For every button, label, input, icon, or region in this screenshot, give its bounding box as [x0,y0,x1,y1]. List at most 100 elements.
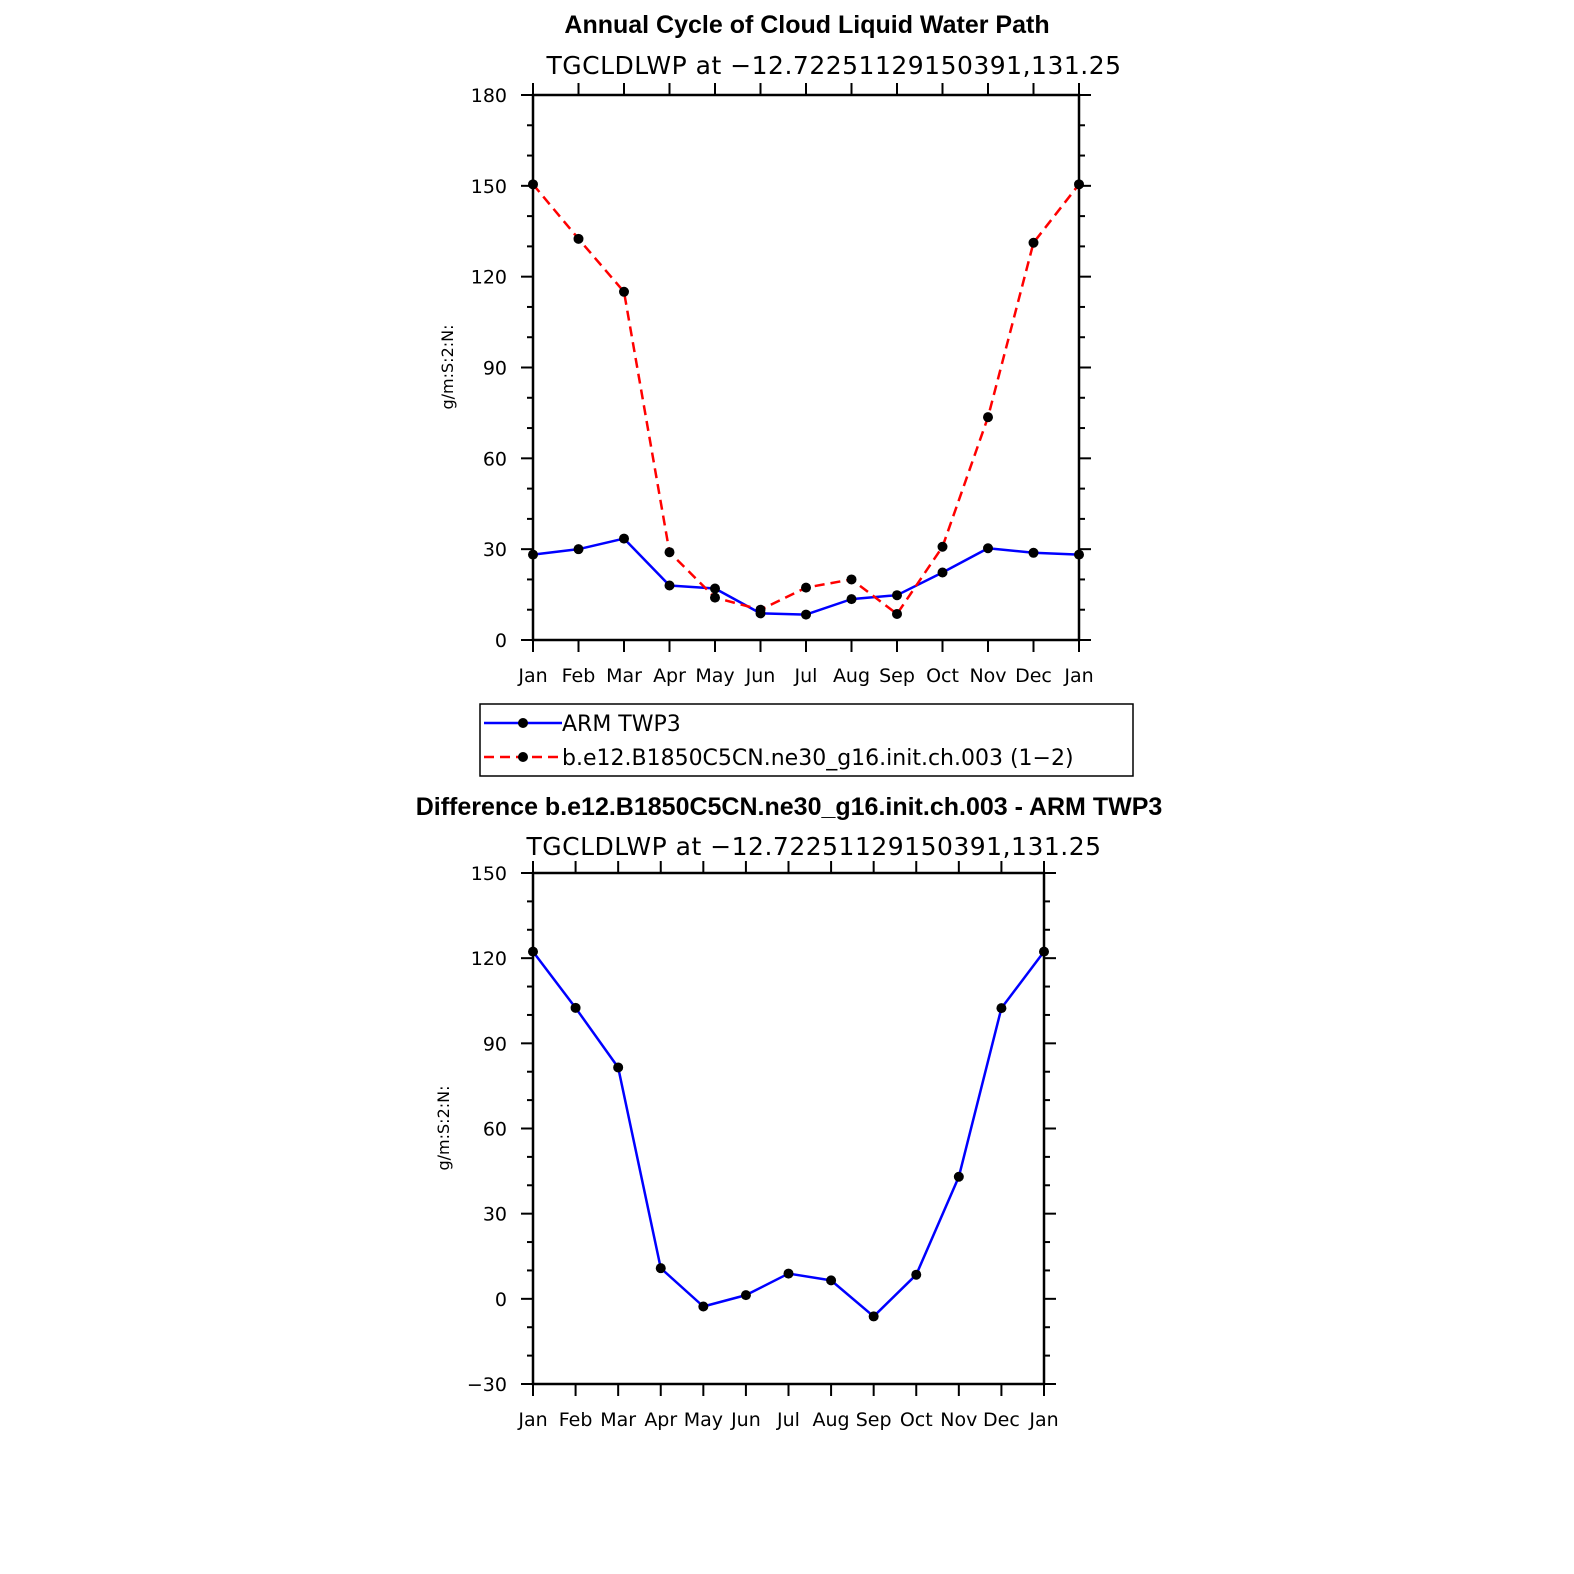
data-point [983,412,993,423]
data-point [573,233,584,244]
plot-frame [531,871,1046,1386]
y-tick-label: 0 [495,630,507,652]
chart-title: Annual Cycle of Cloud Liquid Water Path [564,11,1049,39]
x-tick-label: Mar [606,665,642,687]
data-point [710,592,720,603]
x-tick-label: Jan [1028,1409,1058,1431]
x-tick-label: Jul [794,665,818,687]
data-point [710,583,720,594]
data-point [826,1275,837,1286]
x-tick-label: Mar [600,1409,636,1431]
y-tick-label: 90 [483,1033,507,1055]
data-point [892,590,902,601]
x-tick-label: Sep [879,665,915,687]
y-tick-label: 120 [471,267,507,289]
data-point [755,604,766,615]
chart-subtitle: TGCLDLWP at −12.72251129150391,131.25 [525,832,1101,861]
x-tick-label: Sep [856,1409,892,1431]
data-point [1028,547,1039,558]
data-point [619,533,629,544]
data-point [846,594,857,605]
series-group [528,179,1084,620]
x-tick-label: Jan [1063,665,1093,687]
data-point [613,1062,624,1073]
x-tick-label: Oct [900,1409,933,1431]
series-line-0 [532,537,1080,616]
data-point [528,946,538,957]
y-axis-label: g/m:S:2:N: [434,1086,453,1171]
data-point [996,1003,1007,1014]
data-point [1028,237,1039,248]
y-tick-label: −30 [467,1374,507,1396]
data-point [892,608,902,619]
difference-chart: Difference b.e12.B1850C5CN.ne30_g16.init… [416,793,1163,1431]
y-tick-label: 150 [471,863,507,885]
data-point [740,1290,751,1301]
legend-box [479,703,1134,777]
chart-title: Difference b.e12.B1850C5CN.ne30_g16.init… [416,793,1163,821]
y-tick-label: 90 [483,358,507,380]
data-point [868,1311,879,1322]
legend-label-arm: ARM TWP3 [562,712,681,737]
x-tick-label: Nov [940,1409,977,1431]
series-line-0 [532,950,1045,1318]
x-tick-label: Feb [559,1409,593,1431]
data-point [655,1263,666,1274]
data-point [664,580,675,591]
data-point [1074,549,1084,560]
data-point [983,543,993,554]
data-point [846,574,857,585]
x-tick-label: Jun [745,665,776,687]
data-point [953,1171,964,1182]
data-point [528,549,538,560]
axes: 0 30 60 90 120 150 180 Jan Feb Mar Apr May Jun Jul Aug… [471,83,1094,687]
y-tick-label: 60 [483,448,507,470]
y-tick-label: 30 [483,539,507,561]
y-tick-label: 150 [471,176,507,198]
data-point [664,547,675,558]
x-tick-label: Nov [969,665,1006,687]
data-point [698,1301,709,1312]
legend-marker-arm [518,718,528,728]
legend-label-model: b.e12.B1850C5CN.ne30_g16.init.ch.003 (1−… [562,746,1074,771]
y-tick-label: 0 [495,1289,507,1311]
data-point [783,1268,794,1279]
data-point [528,179,538,190]
x-tick-label: May [695,665,734,687]
x-tick-label: Jan [517,665,547,687]
x-tick-label: Aug [833,665,870,687]
data-point [573,544,584,555]
x-tick-label: Apr [653,665,686,687]
x-tick-label: Aug [813,1409,850,1431]
data-point [801,582,811,593]
data-point [937,567,948,578]
data-point [801,609,811,620]
y-tick-label: 120 [471,948,507,970]
y-tick-label: 30 [483,1204,507,1226]
x-tick-label: May [684,1409,723,1431]
y-tick-label: 180 [471,85,507,107]
data-point [911,1269,922,1280]
legend: ARM TWP3 b.e12.B1850C5CN.ne30_g16.init.c… [479,703,1134,777]
legend-marker-model [518,752,528,762]
data-point [1039,946,1049,957]
x-tick-label: Apr [644,1409,677,1431]
x-tick-label: Oct [926,665,959,687]
chart-subtitle: TGCLDLWP at −12.72251129150391,131.25 [545,51,1121,80]
data-point [937,541,948,552]
x-tick-label: Jan [517,1409,547,1431]
data-point [1074,179,1084,190]
x-tick-label: Dec [1015,665,1052,687]
annual-cycle-chart: Annual Cycle of Cloud Liquid Water Path … [438,11,1134,777]
x-tick-label: Feb [562,665,596,687]
data-point [570,1002,581,1013]
y-axis-label: g/m:S:2:N: [438,325,457,410]
series-group [528,946,1049,1322]
axes: −30 0 30 60 90 120 150 Jan Feb Mar Apr May Jun Jul Aug… [467,861,1059,1431]
y-tick-label: 60 [483,1119,507,1141]
x-tick-label: Jul [776,1409,800,1431]
x-tick-label: Jun [730,1409,761,1431]
x-tick-label: Dec [983,1409,1020,1431]
data-point [619,286,629,297]
